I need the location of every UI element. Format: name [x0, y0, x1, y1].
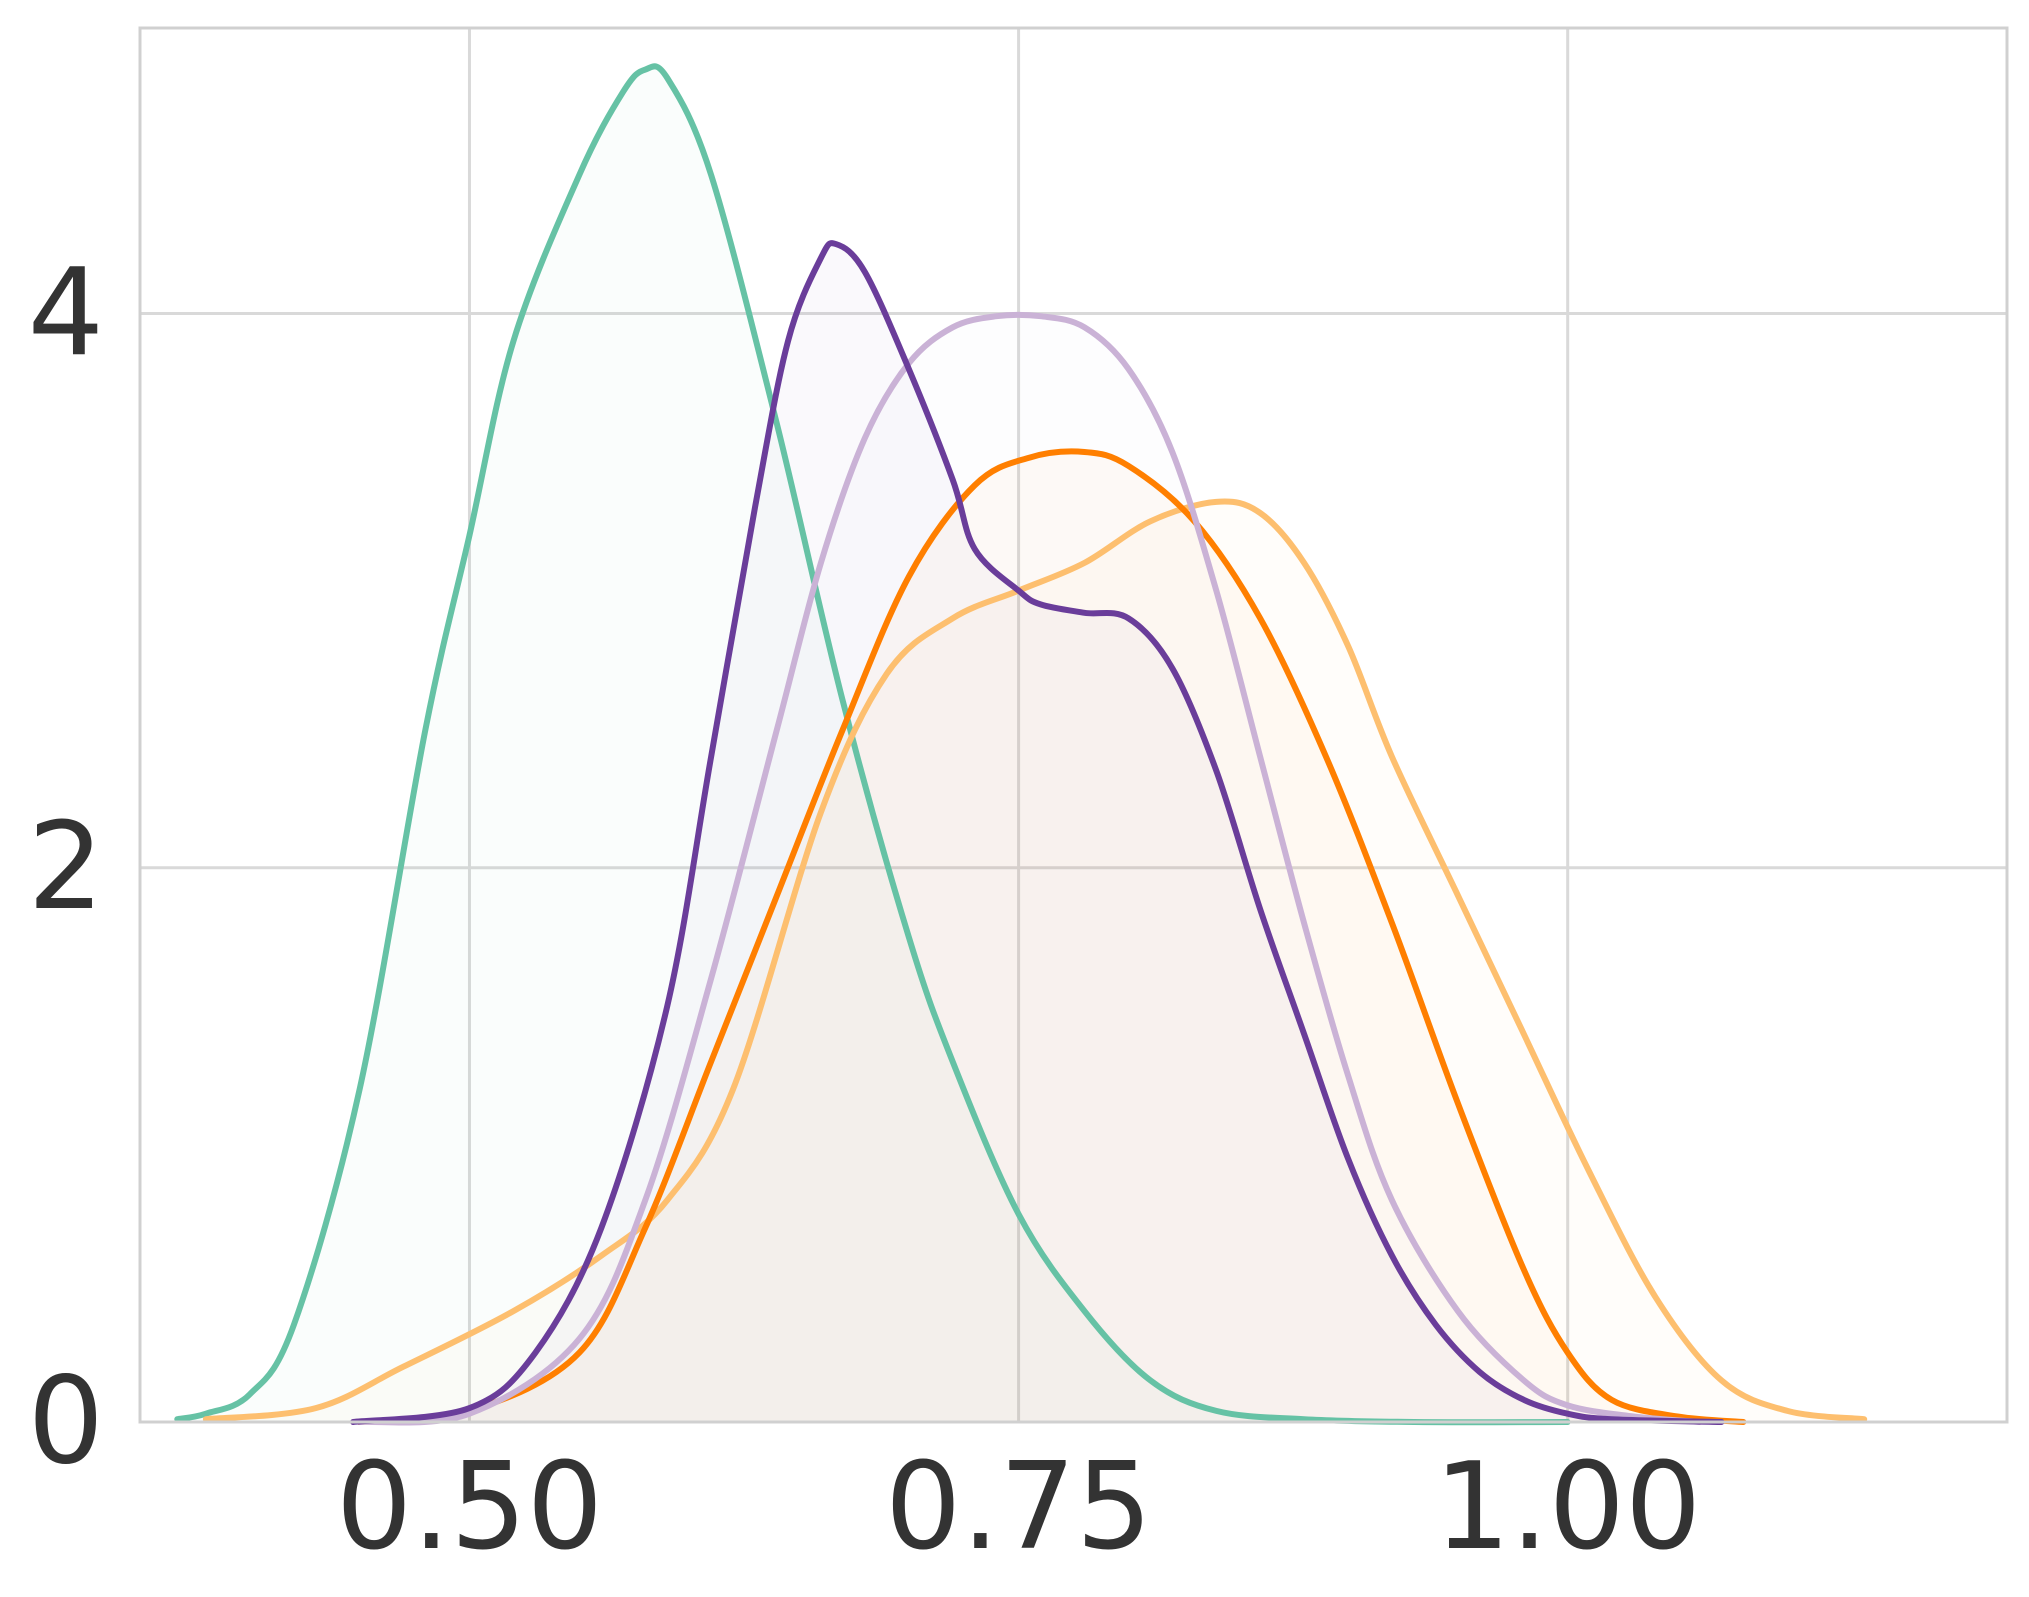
- x-tick-label: 1.00: [1434, 1438, 1701, 1577]
- x-tick-label: 0.50: [336, 1438, 603, 1577]
- density-line-5: [350, 240, 1725, 1425]
- density-line-4: [356, 311, 1703, 1426]
- x-axis-tick-labels: 0.50 0.75 1.00: [336, 1438, 1701, 1577]
- density-line-3: [356, 448, 1747, 1425]
- x-tick-label: 0.75: [885, 1438, 1152, 1577]
- y-tick-label: 0: [28, 1353, 104, 1492]
- density-line-2: [202, 498, 1868, 1423]
- y-axis-tick-labels: 0 2 4: [28, 244, 104, 1492]
- density-line-1: [174, 63, 1571, 1426]
- plot-frame: [138, 26, 2009, 1424]
- y-tick-label: 2: [28, 798, 104, 937]
- y-tick-label: 4: [28, 244, 104, 383]
